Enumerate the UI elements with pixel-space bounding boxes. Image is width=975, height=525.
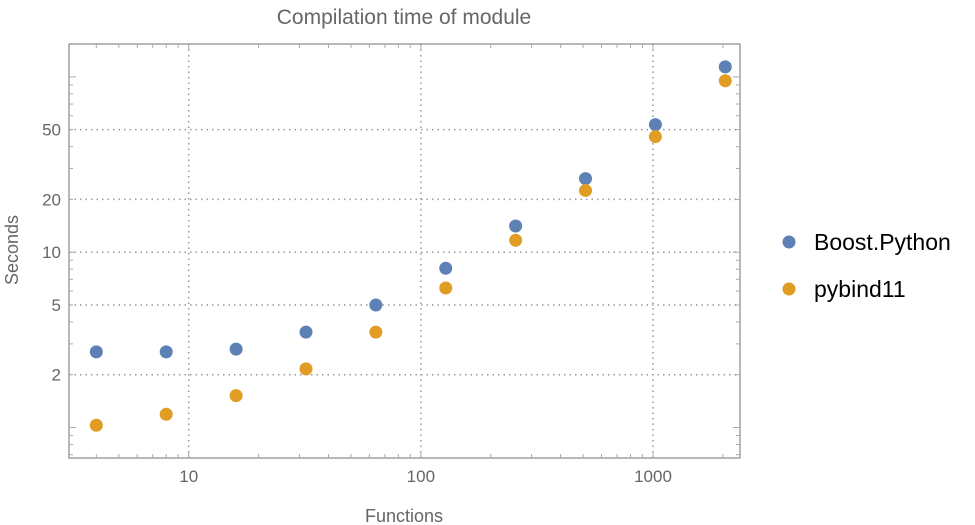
legend-label: pybind11 xyxy=(814,276,906,302)
data-point-pybind11 xyxy=(159,407,173,421)
y-tick-label: 50 xyxy=(42,121,61,140)
y-tick-label: 5 xyxy=(52,296,61,315)
data-point-pybind11 xyxy=(579,183,593,197)
data-point-boost-python xyxy=(439,261,453,275)
data-point-boost-python xyxy=(299,325,313,339)
data-point-boost-python xyxy=(369,298,383,312)
data-point-boost-python xyxy=(718,60,732,74)
chart-title: Compilation time of module xyxy=(277,6,531,29)
points xyxy=(89,60,732,432)
legend-marker xyxy=(782,282,796,296)
data-point-pybind11 xyxy=(299,362,313,376)
legend-marker xyxy=(782,235,796,249)
data-point-pybind11 xyxy=(439,281,453,295)
data-point-boost-python xyxy=(509,219,523,233)
x-tick-label: 1000 xyxy=(634,467,672,486)
data-point-boost-python xyxy=(648,118,662,132)
y-axis-label: Seconds xyxy=(2,215,22,285)
data-point-pybind11 xyxy=(509,233,523,247)
data-point-boost-python xyxy=(229,342,243,356)
data-point-pybind11 xyxy=(718,74,732,88)
ticks: 10 100 1000 2 5 10 20 50 xyxy=(42,44,740,486)
x-tick-label: 10 xyxy=(179,467,198,486)
data-point-pybind11 xyxy=(648,130,662,144)
data-point-boost-python xyxy=(579,172,593,186)
y-tick-label: 2 xyxy=(52,366,61,385)
data-point-pybind11 xyxy=(229,389,243,403)
legend: Boost.Python pybind11 xyxy=(782,229,951,302)
data-point-boost-python xyxy=(159,345,173,359)
grid xyxy=(69,44,740,458)
plot-frame xyxy=(68,43,741,459)
y-tick-label: 10 xyxy=(42,243,61,262)
x-axis-label: Functions xyxy=(365,506,443,525)
data-point-boost-python xyxy=(89,345,103,359)
legend-label: Boost.Python xyxy=(814,229,951,255)
y-tick-label: 20 xyxy=(42,190,61,209)
data-point-pybind11 xyxy=(369,325,383,339)
x-tick-label: 100 xyxy=(407,467,435,486)
data-point-pybind11 xyxy=(89,418,103,432)
